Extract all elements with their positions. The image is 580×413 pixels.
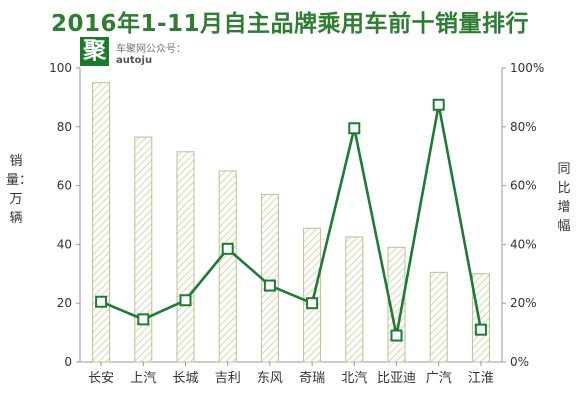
y-left-tick-label: 40 [57, 237, 72, 251]
growth-point-江淮 [474, 323, 487, 336]
x-tick-label: 比亚迪 [377, 371, 416, 386]
y-right-tick-label: 60% [510, 179, 537, 193]
bar-东风 [260, 193, 279, 363]
growth-line [100, 104, 483, 336]
chart-title: 2016年1-11月自主品牌乘用车前十销量排行 [50, 11, 530, 37]
growth-point-上汽 [137, 313, 150, 326]
y-left-tick-label: 60 [57, 179, 72, 193]
bar-江淮 [471, 273, 490, 363]
growth-point-长安 [95, 295, 108, 308]
growth-point-北汽 [348, 122, 361, 135]
growth-point-吉利 [221, 242, 234, 255]
y-right-tick-label: 20% [510, 296, 537, 310]
x-tick-label: 东风 [257, 371, 283, 386]
bar-吉利 [218, 170, 237, 363]
y-left-tick-label: 80 [57, 120, 72, 134]
x-tick-label: 奇瑞 [299, 370, 325, 386]
bar-长城 [176, 151, 195, 363]
x-tick-label: 广汽 [426, 371, 452, 386]
x-tick-label: 吉利 [215, 371, 241, 386]
logo-caption: 车聚网公众号： [116, 44, 186, 55]
y-axis-right-label: 同比增幅 [557, 162, 571, 234]
bar-长安 [92, 82, 111, 363]
growth-point-比亚迪 [390, 329, 403, 342]
growth-point-长城 [179, 294, 192, 307]
logo-icon: 聚 [80, 37, 109, 66]
x-tick-label: 北汽 [341, 371, 367, 386]
y-right-tick-label: 0% [510, 355, 529, 369]
y-right-tick-label: 100% [510, 61, 544, 75]
logo-handle: autoju [116, 55, 153, 66]
bar-奇瑞 [303, 227, 322, 363]
y-left-tick-label: 20 [57, 296, 72, 310]
y-left-tick-label: 100 [49, 61, 72, 75]
bar-北汽 [345, 236, 364, 363]
y-left-tick-label: 0 [64, 355, 72, 369]
y-right-tick-label: 80% [510, 120, 537, 134]
bar-上汽 [134, 136, 153, 363]
x-tick-label: 长城 [172, 371, 198, 386]
y-axis-left-label: 销量：万辆 [6, 154, 33, 226]
x-tick-label: 上汽 [130, 371, 156, 386]
growth-point-东风 [263, 279, 276, 292]
x-tick-label: 长安 [88, 371, 114, 386]
x-tick-label: 江淮 [468, 371, 494, 386]
y-right-tick-label: 40% [510, 237, 537, 251]
bar-广汽 [429, 271, 448, 363]
growth-point-奇瑞 [306, 297, 319, 310]
growth-point-广汽 [432, 98, 445, 111]
